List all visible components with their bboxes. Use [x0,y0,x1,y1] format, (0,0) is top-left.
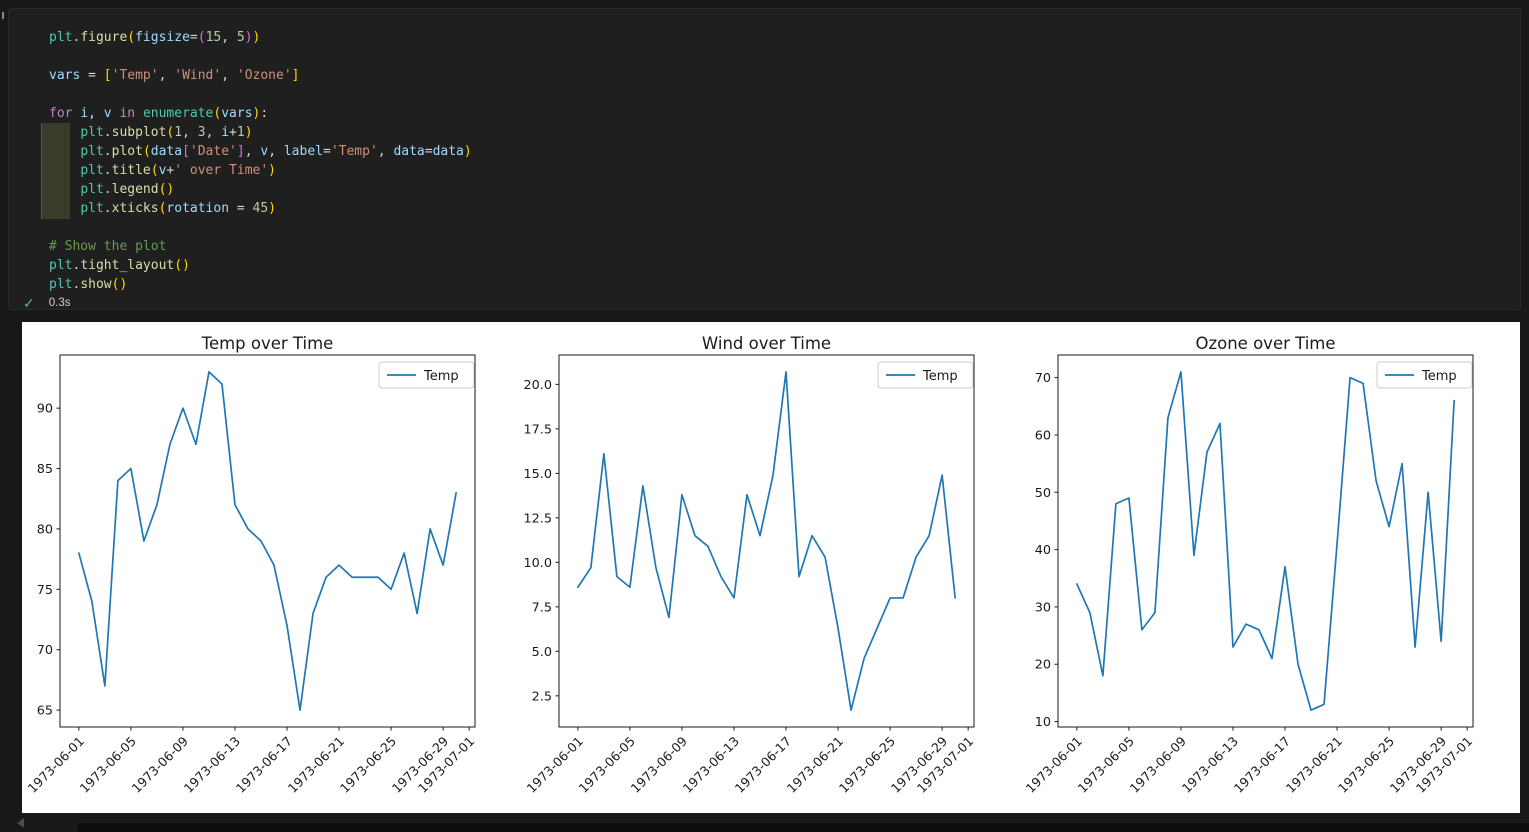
horizontal-scrollbar-track[interactable] [78,823,1529,832]
svg-text:40: 40 [1035,543,1051,558]
code-line [49,85,1512,104]
chart-canvas: Wind over Time 2.5 5.0 7.5 10.0 12.5 15.0 17.5 2… [521,322,1021,813]
chart-temp-over-time: Temp over Time 65 70 75 80 85 90 1973-06-01 1973… [22,322,522,813]
code-line: plt.title(v+' over Time') [80,163,276,178]
svg-text:85: 85 [37,462,53,477]
legend: Temp [877,361,974,389]
svg-text:Ozone over Time: Ozone over Time [1195,334,1335,353]
svg-text:50: 50 [1035,486,1051,501]
chart-ozone-over-time: Ozone over Time 10 20 30 40 50 60 70 1973-06-01 1… [1020,322,1520,813]
code-line: plt.xticks(rotation = 45) [80,201,277,216]
success-check-icon: ✓ [23,295,35,311]
code-line: vars = ['Temp', 'Wind', 'Ozone'] [49,68,300,83]
svg-text:30: 30 [1035,600,1051,615]
cell-execution-status: ✓ 0.3s [23,293,70,313]
data-line [78,371,457,711]
svg-text:65: 65 [37,704,53,719]
svg-text:20.0: 20.0 [524,378,553,393]
svg-text:2.5: 2.5 [532,689,552,704]
code-line [49,47,1512,66]
svg-text:Wind over Time: Wind over Time [702,334,831,353]
svg-text:17.5: 17.5 [524,422,553,437]
notebook-code-cell: plt.figure(figsize=(15, 5)) vars = ['Temp… [8,8,1521,310]
svg-text:Temp: Temp [423,369,459,384]
code-line: plt.figure(figsize=(15, 5)) [49,30,261,45]
code-line: plt.show() [49,277,128,292]
svg-text:10.0: 10.0 [524,556,553,571]
svg-text:20: 20 [1035,658,1051,673]
code-line: plt.tight_layout() [49,258,190,273]
svg-text:15.0: 15.0 [524,467,553,482]
code-line: plt.legend() [80,182,175,197]
svg-text:5.0: 5.0 [532,645,552,660]
code-line: plt.plot(data['Date'], v, label='Temp', … [80,144,472,159]
svg-text:Temp: Temp [922,369,958,384]
svg-text:10: 10 [1035,715,1051,730]
code-line: plt.subplot(1, 3, i+1) [80,125,253,140]
svg-text:90: 90 [37,402,53,417]
data-line [577,371,956,711]
legend: Temp [1376,361,1473,389]
execution-duration: 0.3s [48,297,71,309]
matplotlib-figure-output: Temp over Time 65 70 75 80 85 90 1973-06-01 1973… [22,322,1520,813]
chart-canvas: Ozone over Time102030405060701973-06-011… [1020,322,1520,813]
svg-text:75: 75 [37,583,53,598]
svg-text:Temp over Time: Temp over Time [201,334,334,353]
svg-text:60: 60 [1035,428,1051,443]
indent-guide-highlight [41,123,70,219]
svg-text:70: 70 [1035,371,1051,386]
svg-text:80: 80 [37,522,53,537]
cell-focus-mark [2,12,4,19]
legend: Temp [378,361,475,389]
code-line [49,218,1512,237]
code-editor[interactable]: plt.figure(figsize=(15, 5)) vars = ['Temp… [49,28,1512,294]
data-line [1076,371,1455,711]
code-line: # Show the plot [49,239,167,254]
svg-text:12.5: 12.5 [524,511,553,526]
svg-text:7.5: 7.5 [532,600,552,615]
svg-text:70: 70 [37,643,53,658]
scroll-left-arrow-icon[interactable] [17,818,24,828]
svg-text:Temp: Temp [1421,369,1457,384]
code-line: for i, v in enumerate(vars): [49,106,269,121]
chart-wind-over-time: Wind over Time 2.5 5.0 7.5 10.0 12.5 15.0 17.5 2… [521,322,1021,813]
chart-canvas: Temp over Time6570758085901973-06-011973… [22,322,522,813]
